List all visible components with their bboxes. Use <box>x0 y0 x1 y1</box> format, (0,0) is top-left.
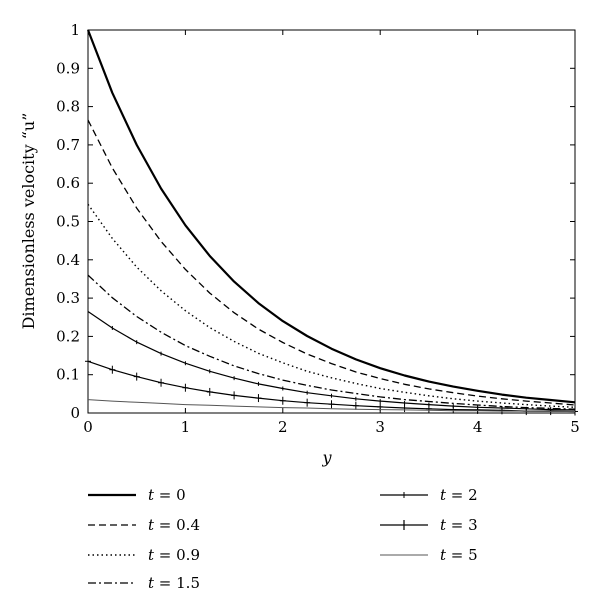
series-marker <box>401 404 408 413</box>
legend-item: t = 1.5 <box>88 574 200 592</box>
y-tick-label: 0.9 <box>56 59 80 77</box>
legend: t = 0 t = 0.4 t = 0.9 t = 1.5 t = 2 t = 3 t = … <box>88 486 478 592</box>
legend-label: t = 0.4 <box>148 516 200 534</box>
series-marker <box>328 400 335 409</box>
series-marker <box>450 405 457 414</box>
y-tick-label: 1 <box>70 21 80 39</box>
legend-label: t = 2 <box>440 486 478 504</box>
y-tick-label: 0.3 <box>56 289 80 307</box>
series-line-0 <box>86 29 576 404</box>
x-tick-label: 2 <box>278 418 288 436</box>
series-marker <box>158 378 165 387</box>
legend-item: t = 0.4 <box>88 516 200 534</box>
y-tick-label: 0.1 <box>56 366 80 384</box>
series-line-3 <box>87 274 576 410</box>
legend-label: t = 5 <box>440 546 478 564</box>
legend-item: t = 2 <box>380 486 478 504</box>
legend-item: t = 5 <box>380 546 478 564</box>
series-layer <box>85 29 578 416</box>
series-marker <box>133 372 140 381</box>
legend-item: t = 0.9 <box>88 546 200 564</box>
series-marker <box>474 405 481 414</box>
series-marker <box>231 391 238 400</box>
series-marker <box>182 383 189 392</box>
y-tick-label: 0.4 <box>56 251 80 269</box>
series-line-1 <box>87 119 576 406</box>
y-tick-label: 0.8 <box>56 98 80 116</box>
series-marker <box>85 357 91 366</box>
series-marker <box>498 406 505 415</box>
y-tick-label: 0 <box>70 404 80 422</box>
legend-item: t = 0 <box>88 486 186 504</box>
x-tick-label: 4 <box>473 418 483 436</box>
x-tick-label: 1 <box>181 418 191 436</box>
x-tick-label: 5 <box>570 418 580 436</box>
x-tick-label: 0 <box>83 418 93 436</box>
series-marker <box>352 401 359 410</box>
legend-label: t = 0 <box>148 486 186 504</box>
legend-label: t = 0.9 <box>148 546 200 564</box>
x-tick-label: 3 <box>375 418 385 436</box>
series-marker <box>206 387 213 396</box>
series-marker <box>109 365 116 374</box>
series-line-2 <box>87 203 576 408</box>
axis-ticks: 0 1 2 3 4 5 0 0.1 0.2 0.3 0.4 0.5 0.6 0.7 0.8 0.9 1 <box>56 21 580 436</box>
series-marker <box>255 394 262 403</box>
series-line-6 <box>87 399 575 412</box>
y-tick-label: 0.7 <box>56 136 80 154</box>
y-tick-label: 0.6 <box>56 174 80 192</box>
y-axis-label: Dimensionless velocity “u” <box>19 113 38 330</box>
legend-item: t = 3 <box>380 516 478 534</box>
series-marker <box>304 398 311 407</box>
legend-label: t = 1.5 <box>148 574 200 592</box>
y-tick-label: 0.2 <box>56 327 80 345</box>
legend-label: t = 3 <box>440 516 478 534</box>
x-axis-label: y <box>321 448 332 467</box>
series-marker <box>425 404 432 413</box>
series-marker <box>279 396 286 405</box>
y-tick-label: 0.5 <box>56 213 80 231</box>
